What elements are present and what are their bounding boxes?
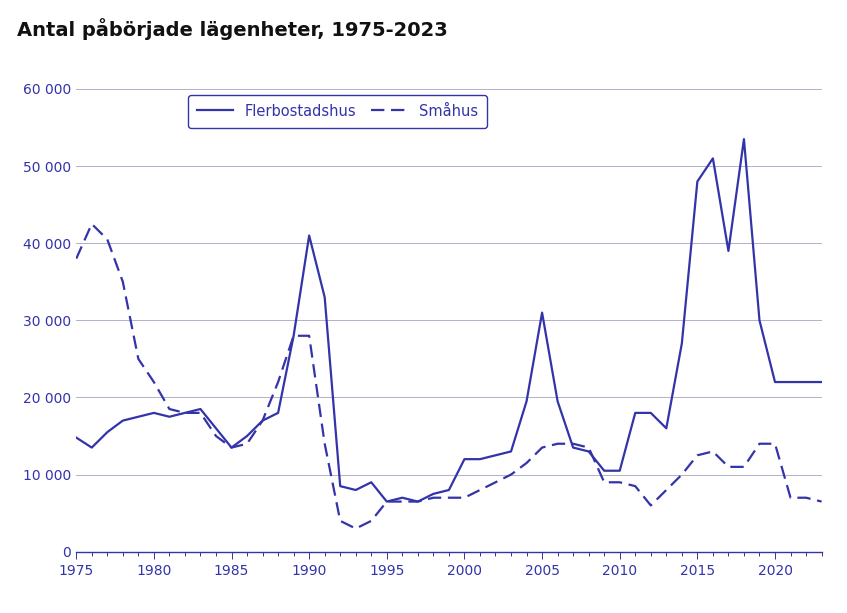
Legend: Flerbostadshus, Småhus: Flerbostadshus, Småhus xyxy=(188,95,487,128)
Text: Antal påbörjade lägenheter, 1975-2023: Antal påbörjade lägenheter, 1975-2023 xyxy=(17,18,448,40)
